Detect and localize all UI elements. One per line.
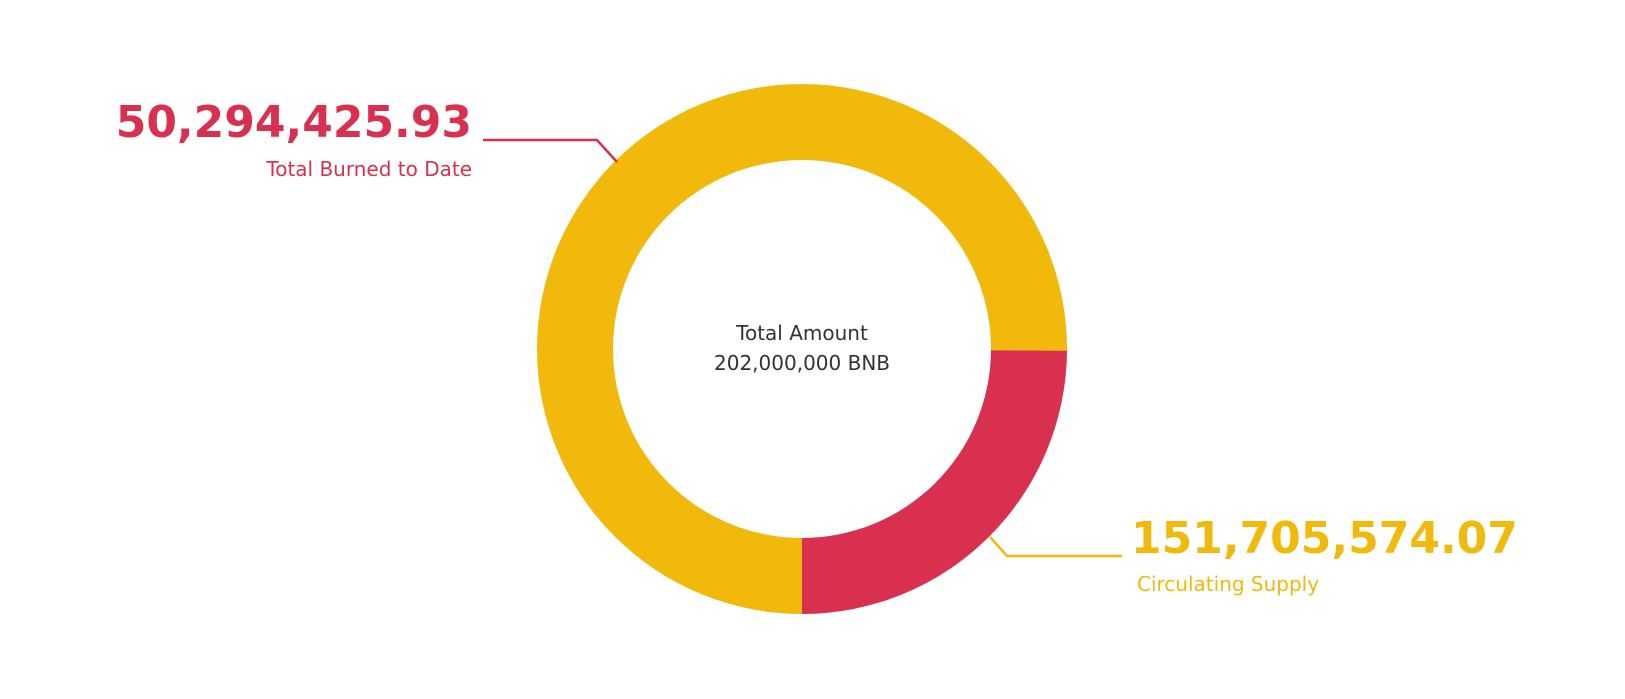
leader-line-circulating <box>989 536 1122 558</box>
slice-burned <box>802 350 1067 614</box>
leader-line-burned <box>483 138 618 163</box>
burned-name-label: Total Burned to Date <box>265 157 472 181</box>
donut-slices <box>536 84 1068 615</box>
circulating-name-label: Circulating Supply <box>1137 572 1319 596</box>
circulating-value-label: 151,705,574.07 <box>1131 513 1518 564</box>
center-title: Total Amount <box>735 321 868 345</box>
burned-value-label: 50,294,425.93 <box>116 97 472 148</box>
center-value: 202,000,000 BNB <box>714 351 890 375</box>
